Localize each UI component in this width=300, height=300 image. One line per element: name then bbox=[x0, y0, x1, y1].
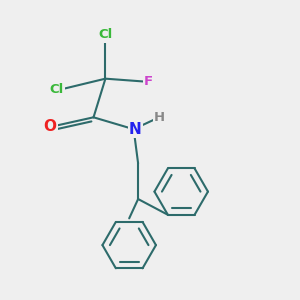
Text: F: F bbox=[144, 75, 153, 88]
Text: O: O bbox=[43, 119, 56, 134]
Text: H: H bbox=[154, 111, 165, 124]
Text: N: N bbox=[129, 122, 142, 137]
Text: Cl: Cl bbox=[50, 82, 64, 96]
Text: Cl: Cl bbox=[98, 28, 112, 41]
